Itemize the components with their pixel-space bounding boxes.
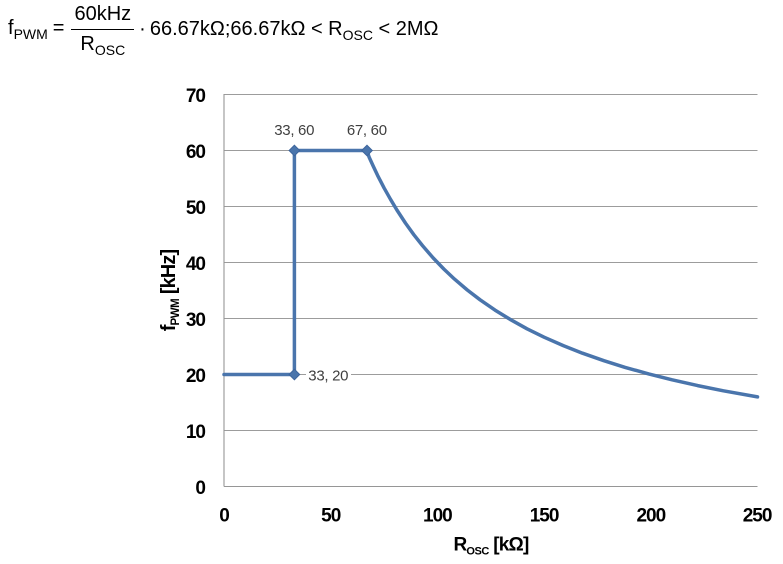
svg-text:33, 20: 33, 20 <box>308 368 348 385</box>
svg-text:20: 20 <box>186 366 206 387</box>
svg-text:ROSC [kΩ]: ROSC [kΩ] <box>454 535 529 558</box>
svg-text:200: 200 <box>636 506 665 527</box>
svg-text:0: 0 <box>195 478 205 499</box>
svg-text:30: 30 <box>186 310 206 331</box>
svg-text:10: 10 <box>186 422 206 443</box>
svg-text:40: 40 <box>186 254 206 275</box>
svg-text:67, 60: 67, 60 <box>347 122 387 139</box>
svg-text:33, 60: 33, 60 <box>274 122 314 139</box>
svg-text:fPWM [kHz]: fPWM [kHz] <box>158 250 182 332</box>
svg-text:0: 0 <box>219 506 229 527</box>
svg-text:250: 250 <box>743 506 772 527</box>
svg-text:60: 60 <box>186 142 206 163</box>
svg-text:70: 70 <box>186 86 206 107</box>
svg-text:50: 50 <box>321 506 341 527</box>
svg-text:50: 50 <box>186 198 206 219</box>
svg-text:100: 100 <box>423 506 452 527</box>
svg-text:150: 150 <box>530 506 559 527</box>
